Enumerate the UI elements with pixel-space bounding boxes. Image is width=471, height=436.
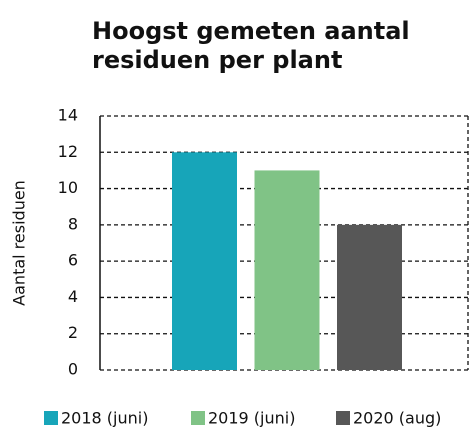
legend-swatch <box>336 411 350 425</box>
legend-label: 2018 (juni) <box>61 409 148 428</box>
legend-swatch <box>44 411 58 425</box>
y-tick-label: 14 <box>58 106 78 125</box>
y-tick-label: 6 <box>68 251 78 270</box>
legend-label: 2019 (juni) <box>208 409 295 428</box>
legend-swatch <box>191 411 205 425</box>
y-tick-label: 4 <box>68 287 78 306</box>
y-tick-label: 2 <box>68 323 78 342</box>
chart-title: residuen per plant <box>92 46 342 74</box>
y-axis-label: Aantal residuen <box>10 180 29 306</box>
legend-label: 2020 (aug) <box>353 409 441 428</box>
chart-title: Hoogst gemeten aantal <box>92 17 410 45</box>
y-tick-label: 8 <box>68 214 78 233</box>
y-tick-label: 12 <box>58 142 78 161</box>
y-tick-label: 10 <box>58 178 78 197</box>
y-tick-label: 0 <box>68 360 78 379</box>
bar <box>254 170 320 370</box>
bar <box>172 152 237 370</box>
bar <box>337 224 402 370</box>
